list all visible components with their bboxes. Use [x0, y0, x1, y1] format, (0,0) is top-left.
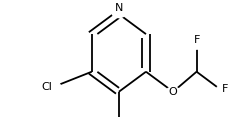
Text: O: O [169, 87, 177, 97]
Circle shape [112, 8, 126, 18]
Text: Cl: Cl [41, 82, 52, 92]
Circle shape [191, 42, 202, 49]
Text: F: F [222, 84, 228, 94]
Circle shape [216, 86, 227, 93]
Text: N: N [115, 3, 123, 13]
Circle shape [166, 87, 180, 96]
Circle shape [43, 81, 61, 93]
Text: F: F [194, 35, 200, 45]
